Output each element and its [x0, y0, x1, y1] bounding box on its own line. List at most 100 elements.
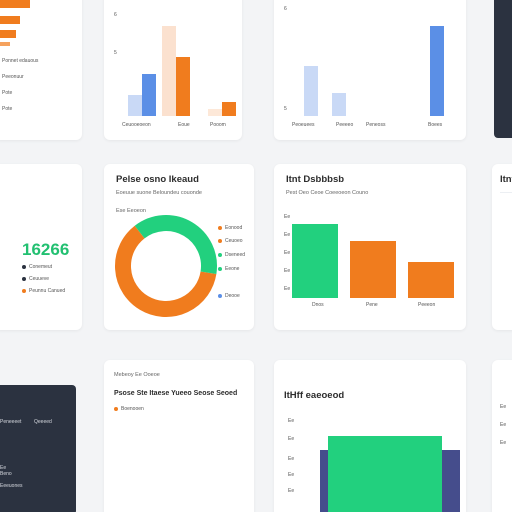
top-left-card: Ponnet edauous Peeonuur Pote Pote [0, 0, 82, 140]
x-label: Boees [428, 122, 443, 128]
chart-bar [292, 224, 338, 298]
chart-bar [208, 109, 222, 116]
y-tick: Ee [284, 232, 291, 238]
kpi-value: 16266 [22, 240, 70, 259]
donut-slice [134, 215, 217, 274]
legend-dot [22, 276, 26, 281]
legend-dot [218, 238, 222, 243]
right-edge-card: Itnt Dsbbbsb [492, 164, 512, 330]
bar-chart-b [298, 12, 460, 116]
text-card-subtitle: Psose Ste Itaese Yueeo Seose Seoed [114, 390, 238, 397]
bar-card-subtitle: Pest Oeo Ceoe Coeeoeon Couno [286, 190, 369, 196]
donut-title: Pelse osno Ikeaud [116, 174, 199, 185]
y-tick: Ee [284, 214, 291, 220]
list-item[interactable]: Pote [2, 106, 13, 112]
y-tick: Ee [288, 488, 295, 494]
orange-accent-bar [0, 16, 20, 24]
legend-dot [114, 406, 118, 411]
bottom-bar-title: ItHff eaeoeod [284, 390, 345, 401]
y-tick: 6 [114, 12, 117, 18]
x-label: Pene [366, 302, 378, 308]
y-tick: Ee [288, 472, 295, 478]
y-tick: Ee [500, 404, 507, 410]
donut-slice [115, 225, 217, 317]
panel-label: Peneeeet [0, 419, 22, 425]
kpi-card: 16266 Conemeut Ceuueve Peunnu Canued [0, 164, 82, 330]
donut-legend-item: Eonood [218, 225, 242, 231]
text-card-legend: Boenooen [114, 406, 144, 412]
x-label: Dnos [312, 302, 324, 308]
legend-dot [218, 225, 222, 230]
x-label: Peoeuees [292, 122, 315, 128]
y-tick: Ee [284, 250, 291, 256]
legend-dot [218, 252, 222, 257]
donut-meta: Ese Eeoeon [116, 208, 146, 214]
list-item[interactable]: Pote [2, 90, 13, 96]
chart-card-a: 6 5 Ceuooeoeon Eoue Pooom [104, 0, 242, 140]
y-tick: 5 [114, 50, 117, 56]
panel-label: Ee [0, 465, 7, 471]
donut-subtitle: Eoeuue suone Beloundeu couonde [116, 190, 202, 196]
dark-bottom-panel: Peneeeet Qeeeed Ee Beno Eeeuones [0, 385, 76, 512]
kpi-legend-item: Conemeut [22, 264, 52, 270]
panel-label: Eeeuones [0, 483, 23, 489]
chart-bar [408, 261, 454, 298]
legend-dot [218, 266, 222, 271]
legend-dot [22, 288, 26, 293]
orange-accent-bar [0, 42, 10, 46]
panel-label: Beno [0, 471, 12, 477]
x-label: Pooom [210, 122, 226, 128]
donut-legend-item: Ceuoeo [218, 238, 243, 244]
text-card-header: Mebeoy Ee Ooeoe [114, 372, 160, 378]
bar-chart-c [292, 224, 460, 298]
donut-legend-item: Dseneed [218, 252, 245, 258]
y-tick: Ee [288, 456, 295, 462]
donut-legend-item: Eeone [218, 266, 239, 272]
dark-side-panel [494, 0, 512, 138]
x-label: Peeeeo [336, 122, 354, 128]
edge-title: Itnt Dsbbbsb [500, 174, 512, 184]
bar-card: Itnt Dsbbbsb Pest Oeo Ceoe Coeeoeon Coun… [274, 164, 466, 330]
y-tick: Ee [284, 286, 291, 292]
donut-card: Pelse osno Ikeaud Eoeuue suone Beloundeu… [104, 164, 254, 330]
x-label: Eoue [178, 122, 190, 128]
y-tick: 5 [284, 106, 287, 112]
bottom-right-edge-card: Ee Ee Ee [492, 360, 512, 512]
chart-bar [350, 241, 396, 298]
kpi-legend-item: Peunnu Canued [22, 288, 65, 294]
x-label: Peeeon [418, 302, 436, 308]
chart-bar [142, 74, 156, 116]
list-item[interactable]: Peeonuur [2, 74, 24, 80]
x-label: Peneoss [366, 122, 386, 128]
chart-bar [430, 25, 444, 116]
donut-legend-item: Deooe [218, 293, 240, 299]
legend-dot [22, 264, 26, 269]
panel-label: Qeeeed [34, 419, 52, 425]
orange-accent-bar [0, 0, 30, 8]
green-bar [328, 436, 442, 512]
chart-card-b: 6 5 Peoeuees Peeeeo Peneoss Boees [274, 0, 466, 140]
list-item[interactable]: Ponnet edauous [2, 58, 39, 64]
y-tick: Ee [284, 268, 291, 274]
y-tick: Ee [288, 436, 295, 442]
orange-accent-bar [0, 30, 16, 38]
x-label: Ceuooeoeon [122, 122, 151, 128]
chart-bar [304, 65, 318, 116]
text-card: Mebeoy Ee Ooeoe Psose Ste Itaese Yueeo S… [104, 360, 254, 512]
y-tick: Ee [288, 418, 295, 424]
chart-bar [162, 25, 176, 116]
y-tick: Ee [500, 422, 507, 428]
bar-chart-a [128, 12, 236, 116]
donut-chart [115, 215, 217, 317]
chart-bar [222, 102, 236, 116]
edge-divider [500, 192, 512, 193]
y-tick: Ee [500, 440, 507, 446]
chart-bar [332, 93, 346, 116]
bar-card-title: Itnt Dsbbbsb [286, 174, 345, 185]
y-tick: 6 [284, 6, 287, 12]
bottom-bar-card: ItHff eaeoeod Ee Ee Ee Ee Ee [274, 360, 466, 512]
chart-bar [176, 57, 190, 116]
legend-dot [218, 293, 222, 298]
kpi-legend-item: Ceuueve [22, 276, 49, 282]
chart-bar [128, 95, 142, 116]
